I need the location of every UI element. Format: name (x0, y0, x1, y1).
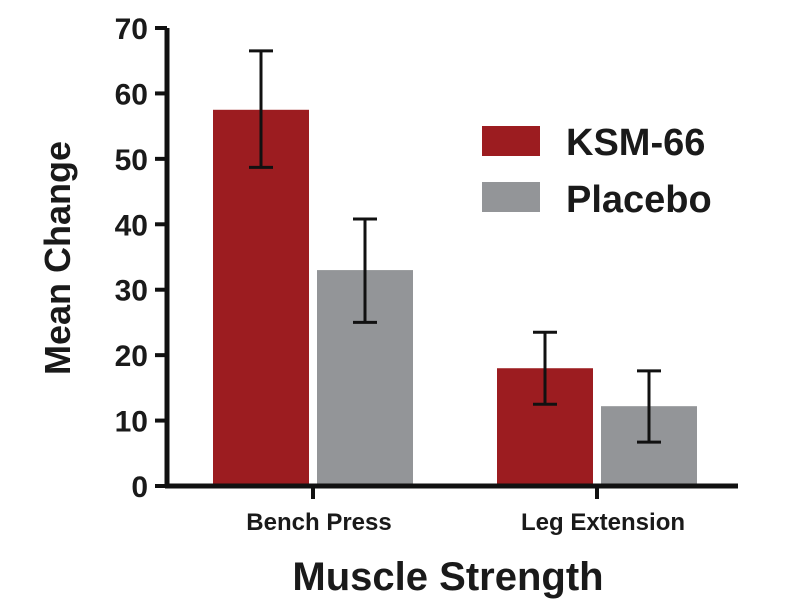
axes-layer (164, 28, 738, 489)
error-bar-ksm66-1 (533, 330, 557, 406)
y-tick-label: 10 (115, 406, 148, 439)
y-tick-label: 70 (115, 13, 148, 46)
y-tick-label: 40 (115, 209, 148, 242)
bars-layer (213, 109, 697, 487)
error-bar-ksm66-0 (249, 49, 273, 169)
y-ticks-layer: 0 10 20 30 40 50 60 70 (115, 13, 167, 504)
x-axis-title: Muscle Strength (292, 555, 603, 599)
error-bar-placebo-1 (637, 369, 661, 444)
y-tick-label: 0 (131, 471, 148, 504)
error-bar-placebo-0 (353, 217, 377, 324)
x-tick-label: Bench Press (246, 509, 391, 536)
legend-swatch-placebo (482, 182, 540, 212)
legend-label-placebo: Placebo (566, 179, 712, 221)
y-tick-label: 20 (115, 340, 148, 373)
x-ticks-layer: Bench Press Leg Extension (246, 486, 685, 536)
bar-ksm66-0 (213, 109, 309, 487)
y-axis-title: Mean Change (37, 141, 78, 375)
legend-label-ksm66: KSM-66 (566, 122, 705, 164)
y-tick-label: 50 (115, 144, 148, 177)
y-tick-label: 60 (115, 78, 148, 111)
error-bars-layer (249, 49, 661, 444)
legend: KSM-66 Placebo (482, 122, 712, 221)
legend-swatch-ksm66 (482, 126, 540, 156)
x-tick-label: Leg Extension (521, 509, 685, 536)
y-tick-label: 30 (115, 275, 148, 308)
